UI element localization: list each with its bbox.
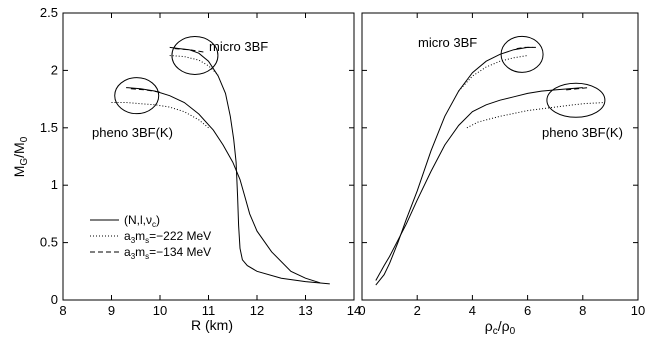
series-line-micro-3bf-dashed: [516, 46, 534, 50]
series-line-micro-3bf-solid: [169, 46, 330, 285]
x-axis-label-left: R (km): [191, 317, 233, 333]
x-tick-label: 8: [579, 303, 586, 318]
x-tick-label: 11: [202, 303, 216, 318]
annotations-left: [114, 35, 219, 115]
panel-mass-radius: 0 0.5 1 1.5 2 2.5 8 9 10 11 12 13 14 R (km) MG/M0 m…: [11, 5, 361, 333]
x-tick-label: 8: [59, 303, 66, 318]
annotations-right: [500, 35, 606, 118]
x-tick-label: 12: [250, 303, 264, 318]
x-tick-label: 14: [347, 303, 361, 318]
annotation-pheno-right: pheno 3BF(K): [542, 125, 623, 140]
x-tick-label: 10: [631, 303, 645, 318]
series-left: [111, 46, 330, 285]
series-line-micro-3bf-solid: [375, 46, 536, 286]
annotation-micro-left: micro 3BF: [209, 39, 268, 54]
series-line-pheno-3bf-k-dashed: [566, 87, 589, 91]
y-tick-label: 1.5: [40, 120, 58, 135]
plot-frame-right: [361, 12, 639, 301]
series-line-pheno-3bf-k-solid: [126, 87, 321, 284]
x-tick-label: 10: [153, 303, 167, 318]
series-line-pheno-3bf-k-solid: [375, 87, 583, 281]
legend: (N,l,νc) a3ms=−222 MeV a3ms=−134 MeV: [90, 213, 211, 261]
legend-label-dashed: a3ms=−134 MeV: [124, 245, 211, 261]
annotation-ellipse: [171, 35, 219, 75]
x-tick-label: 6: [524, 303, 531, 318]
y-axis-label: MG/M0: [11, 136, 30, 177]
x-tick-label: 13: [298, 303, 312, 318]
series-line-micro-3bf-dotted: [458, 55, 528, 92]
series-line-pheno-3bf-k-dotted: [111, 102, 209, 129]
x-tick-label: 2: [414, 303, 421, 318]
x-axis-label-right: ρc/ρ0: [485, 318, 516, 337]
x-tick-labels-left: 8 9 10 11 12 13 14: [59, 303, 361, 318]
annotation-pheno-left: pheno 3BF(K): [92, 125, 173, 140]
legend-label-solid: (N,l,νc): [124, 213, 160, 229]
x-tick-label: 0: [358, 303, 365, 318]
ticks-left: [62, 12, 355, 301]
y-tick-label: 2: [51, 62, 58, 77]
ticks-right: [361, 12, 639, 301]
x-tick-label: 4: [469, 303, 476, 318]
y-tick-label: 2.5: [40, 5, 58, 20]
legend-label-dotted: a3ms=−222 MeV: [124, 229, 211, 245]
panel-mass-density: 0 2 4 6 8 10 ρc/ρ0 micro 3BF pheno 3BF(K): [358, 12, 645, 337]
y-tick-labels-left: 0 0.5 1 1.5 2 2.5: [40, 5, 58, 307]
y-tick-label: 1: [51, 177, 58, 192]
series-line-micro-3bf-dashed: [174, 48, 204, 53]
annotation-ellipse: [114, 77, 160, 115]
series-line-pheno-3bf-k-dashed: [130, 88, 161, 93]
annotation-ellipse: [546, 82, 606, 118]
series-right: [375, 46, 605, 286]
x-tick-label: 9: [108, 303, 115, 318]
annotation-micro-right: micro 3BF: [418, 35, 477, 50]
annotation-ellipse: [500, 35, 544, 73]
x-tick-labels-right: 0 2 4 6 8 10: [358, 303, 645, 318]
y-tick-label: 0: [51, 292, 58, 307]
series-line-pheno-3bf-k-dotted: [466, 102, 605, 129]
y-tick-label: 0.5: [40, 235, 58, 250]
